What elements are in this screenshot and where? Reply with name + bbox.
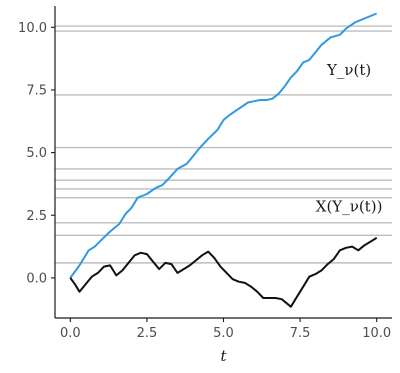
x-tick-label: 5.0 — [213, 326, 234, 341]
annotations: Y_ν(t) X(Y_ν(t)) — [316, 61, 383, 216]
y-tick-label: 10.0 — [18, 21, 47, 36]
y-ticks: 0.0 2.5 5.0 7.5 10.0 — [18, 21, 55, 286]
y-tick-label: 5.0 — [26, 146, 47, 161]
series-line-1 — [69, 12, 378, 279]
x-ticks: 0.0 2.5 5.0 7.5 10.0 — [60, 318, 391, 341]
series-line-2 — [69, 236, 378, 308]
x-tick-label: 7.5 — [290, 326, 311, 341]
y-tick-label: 2.5 — [26, 209, 47, 224]
y-tick-label: 0.0 — [26, 271, 47, 286]
reference-lines — [55, 25, 392, 264]
x-axis-title: t — [220, 347, 227, 365]
x-tick-label: 10.0 — [362, 326, 391, 341]
annotation-label: X(Y_ν(t)) — [316, 197, 383, 215]
annotation-label: Y_ν(t) — [326, 61, 371, 79]
x-tick-label: 0.0 — [60, 326, 81, 341]
x-tick-label: 2.5 — [137, 326, 158, 341]
y-tick-label: 7.5 — [26, 83, 47, 98]
series-lines — [69, 12, 378, 308]
